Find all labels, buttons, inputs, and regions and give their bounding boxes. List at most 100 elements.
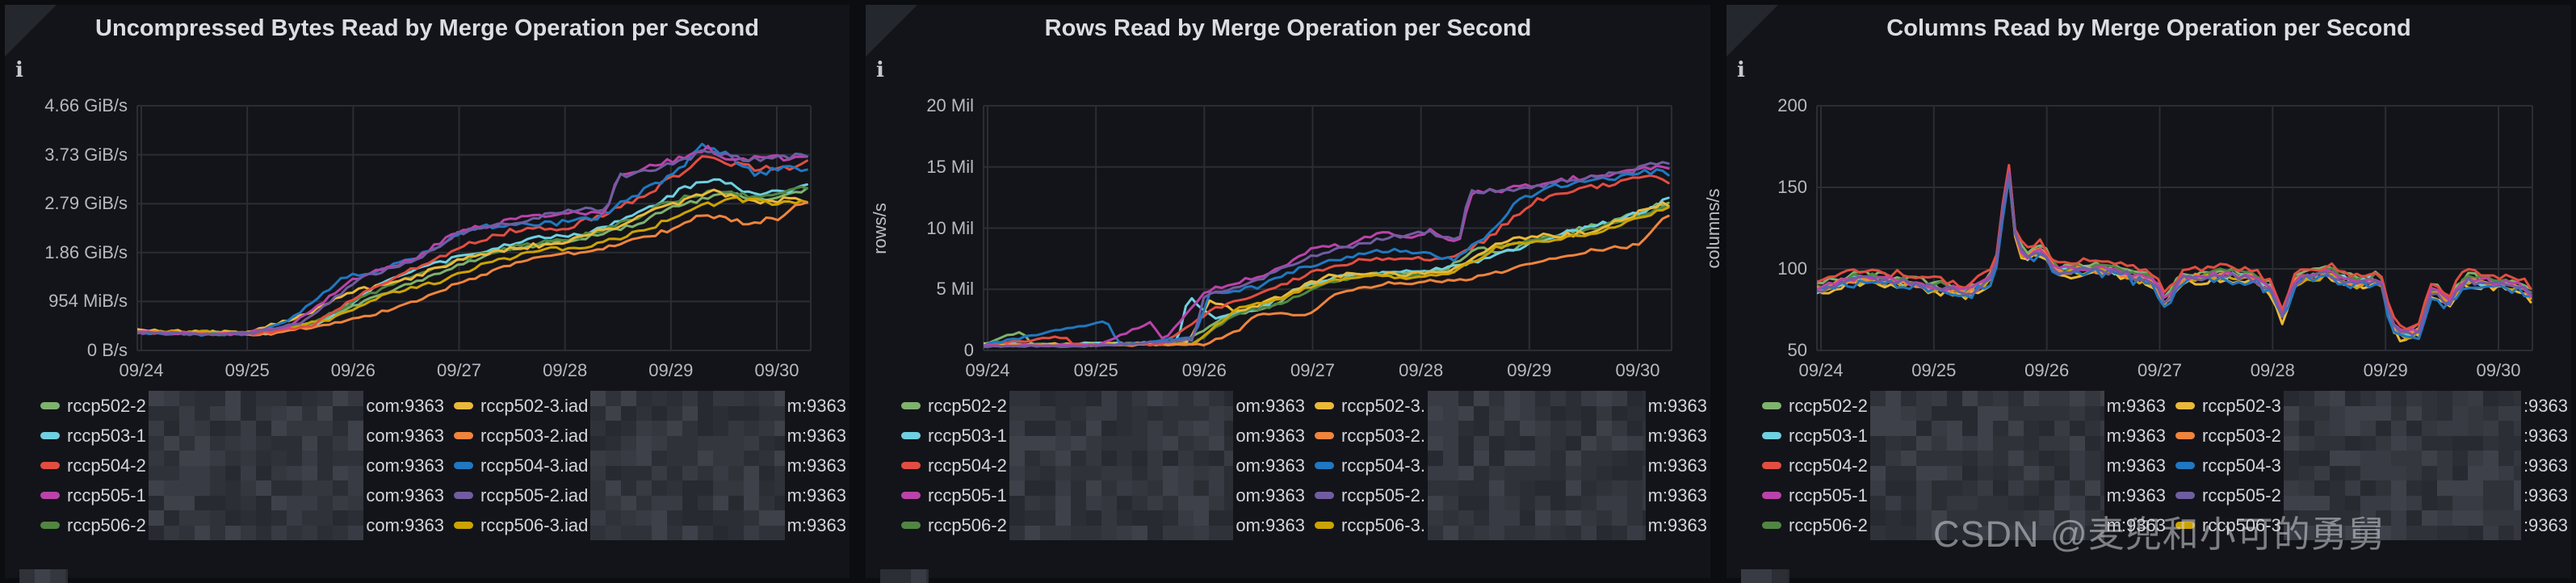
mosaic-cell [652, 406, 668, 421]
mosaic-cell [606, 466, 622, 480]
mosaic-cell [1039, 496, 1055, 510]
mosaic-cell [2390, 480, 2406, 496]
legend-item[interactable]: rccp502-3.iad m:9363 [454, 391, 846, 421]
mosaic-cell [1977, 406, 1993, 421]
mosaic-cell [713, 526, 729, 540]
mosaic-cell [1116, 406, 1132, 421]
mosaic-cell [1550, 436, 1566, 451]
mosaic-cell [1931, 510, 1947, 526]
mosaic-cell [1055, 526, 1071, 540]
mosaic-cell [1024, 496, 1040, 510]
mosaic-cell [1900, 436, 1916, 451]
mosaic-cell [2329, 421, 2345, 436]
panel-info-corner[interactable]: i [866, 5, 917, 82]
legend-item[interactable]: rccp502-2 com:9363 [40, 391, 444, 421]
legend-item[interactable]: rccp504-2 om:9363 [901, 451, 1305, 480]
panel-title[interactable]: Uncompressed Bytes Read by Merge Operati… [95, 15, 759, 41]
redacted-host-mosaic [2283, 480, 2521, 510]
mosaic-cell [2436, 480, 2452, 496]
mosaic-cell [271, 510, 287, 526]
mosaic-cell [347, 406, 363, 421]
legend-item[interactable]: rccp503-2.iad m:9363 [454, 421, 846, 451]
legend-item[interactable]: rccp505-1 com:9363 [40, 480, 444, 510]
legend-item[interactable]: rccp505-2.iad m:9363 [454, 480, 846, 510]
redacted-host-mosaic [2283, 510, 2521, 540]
mosaic-cell [2023, 421, 2039, 436]
legend-item[interactable]: rccp503-1 com:9363 [40, 421, 444, 451]
legend-item[interactable]: rccp504-3.iad m:9363 [454, 451, 846, 480]
mosaic-cell [332, 466, 348, 480]
mosaic-cell [332, 451, 348, 466]
legend-item[interactable]: rccp506-3.iad m:9363 [454, 510, 846, 540]
chart-canvas[interactable]: 0 5 Mil 10 Mil 15 Mil 20 Mil 09/24 09/25 09/26 0… [866, 5, 1710, 389]
mosaic-cell [2283, 510, 2299, 526]
mosaic-cell [1147, 466, 1163, 480]
legend-item[interactable]: rccp502-3:9363 [2175, 391, 2568, 421]
legend-item[interactable]: rccp506-2 com:9363 [40, 510, 444, 540]
mosaic-cell [1946, 510, 1962, 526]
mosaic-cell [255, 406, 271, 421]
chart-canvas[interactable]: 50 100 150 200 09/24 09/25 09/26 09/27 09/28 09/2… [1703, 5, 2571, 389]
mosaic-cell [1550, 510, 1566, 526]
mosaic-cell [2008, 436, 2024, 451]
legend-item[interactable]: rccp506-3:9363 [2175, 510, 2568, 540]
legend-item[interactable]: rccp505-1 om:9363 [901, 480, 1305, 510]
mosaic-cell [698, 510, 714, 526]
chart-canvas[interactable]: 0 B/s 954 MiB/s 1.86 GiB/s 2.79 GiB/s 3.73 G… [5, 5, 850, 389]
mosaic-cell [209, 526, 225, 540]
mosaic-cell [759, 421, 775, 436]
mosaic-cell [347, 510, 363, 526]
legend-series-marker [901, 402, 921, 409]
mosaic-cell [317, 406, 333, 421]
legend-item[interactable]: rccp502-3. m:9363 [1315, 391, 1707, 421]
mosaic-cell [1885, 480, 1901, 496]
mosaic-cell [2008, 421, 2024, 436]
legend-item[interactable]: rccp503-1 om:9363 [901, 421, 1305, 451]
mosaic-cell [301, 510, 317, 526]
mosaic-cell [1992, 421, 2008, 436]
mosaic-cell [1070, 451, 1086, 466]
legend-item[interactable]: rccp505-1 m:9363 [1762, 480, 2166, 510]
mosaic-cell [1427, 421, 1443, 436]
panel-title[interactable]: Rows Read by Merge Operation per Second [1044, 15, 1532, 41]
legend-item[interactable]: rccp505-2:9363 [2175, 480, 2568, 510]
mosaic-cell [224, 451, 241, 466]
panel-info-corner[interactable]: i [5, 5, 57, 82]
legend-series-marker [454, 402, 473, 409]
mosaic-cell [163, 451, 179, 466]
legend-item[interactable]: rccp502-2 m:9363 [1762, 391, 2166, 421]
legend-item[interactable]: rccp504-3:9363 [2175, 451, 2568, 480]
legend-item[interactable]: rccp506-2 m:9363 [1762, 510, 2166, 540]
legend-series-marker [1315, 492, 1334, 499]
mosaic-cell [1900, 496, 1916, 510]
panel-info-corner[interactable]: i [1726, 5, 1778, 82]
legend-item[interactable]: rccp506-2 om:9363 [901, 510, 1305, 540]
mosaic-cell [2298, 466, 2314, 480]
legend-item[interactable]: rccp503-1 m:9363 [1762, 421, 2166, 451]
legend-port-suffix: m:9363 [2106, 395, 2166, 416]
mosaic-cell [2360, 496, 2376, 510]
legend-item[interactable]: rccp502-2 om:9363 [901, 391, 1305, 421]
legend-item[interactable]: rccp504-2 m:9363 [1762, 451, 2166, 480]
x-tick-label: 09/25 [224, 360, 270, 380]
mosaic-cell [2436, 436, 2452, 451]
legend-item[interactable]: rccp506-3. m:9363 [1315, 510, 1707, 540]
legend-item[interactable]: rccp505-2. m:9363 [1315, 480, 1707, 510]
panel-title[interactable]: Columns Read by Merge Operation per Seco… [1886, 15, 2411, 41]
mosaic-cell [271, 406, 287, 421]
legend-item[interactable]: rccp504-3. m:9363 [1315, 451, 1707, 480]
legend-item[interactable]: rccp503-2. m:9363 [1315, 421, 1707, 451]
mosaic-cell [2314, 436, 2330, 451]
mosaic-cell [1085, 510, 1101, 526]
mosaic-cell [2069, 436, 2085, 451]
redacted-host-mosaic [590, 421, 785, 451]
mosaic-cell [621, 480, 637, 496]
mosaic-cell [301, 526, 317, 540]
mosaic-cell [713, 391, 729, 406]
mosaic-cell [1055, 510, 1071, 526]
mosaic-cell [2038, 496, 2054, 510]
legend-item[interactable]: rccp504-2 com:9363 [40, 451, 444, 480]
legend-item[interactable]: rccp503-2:9363 [2175, 421, 2568, 451]
mosaic-cell [1147, 526, 1163, 540]
x-tick-label: 09/28 [1399, 360, 1444, 380]
